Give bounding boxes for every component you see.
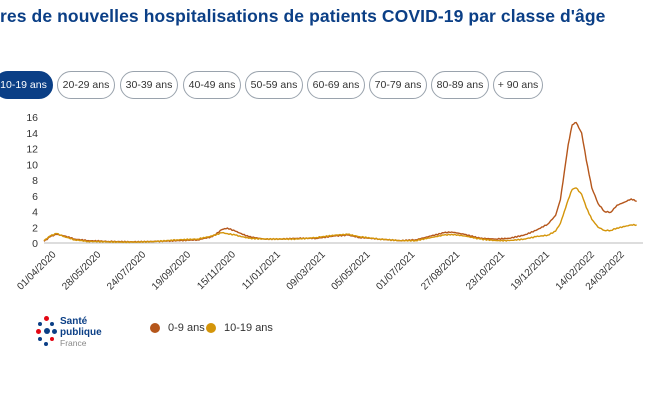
legend-item-0-9-ans[interactable]: 0-9 ans: [150, 322, 205, 334]
y-tick-label: 6: [32, 191, 38, 203]
y-tick-label: 2: [32, 222, 38, 234]
x-tick-label: 11/01/2021: [240, 249, 283, 292]
x-axis: 01/04/2020 28/05/2020 24/07/2020 19/09/2020…: [15, 242, 643, 293]
y-axis: 0 2 4 6 8 10 12 14 16: [26, 112, 38, 250]
legend-label-0-9-ans: 0-9 ans: [168, 322, 205, 334]
legend-item-10-19-ans[interactable]: 10-19 ans: [206, 322, 273, 334]
y-tick-label: 12: [26, 144, 38, 156]
y-tick-label: 0: [32, 238, 38, 250]
x-tick-label: 09/03/2021: [285, 249, 328, 292]
tab-20-29-ans[interactable]: 20-29 ans: [57, 71, 115, 99]
tab-70-79-ans[interactable]: 70-79 ans: [369, 71, 427, 99]
legend-label-10-19-ans: 10-19 ans: [224, 322, 273, 334]
series-line-10-19-ans[interactable]: [43, 187, 637, 244]
x-tick-label: 01/07/2021: [374, 249, 417, 292]
line-chart: 0 2 4 6 8 10 12 14 16 01/04/2020 28/05/2020 24/07/…: [15, 112, 643, 293]
tab-plus-90-ans[interactable]: + 90 ans: [493, 71, 543, 99]
tab-30-39-ans[interactable]: 30-39 ans: [120, 71, 178, 99]
y-tick-label: 8: [32, 175, 38, 187]
logo-text-sante: Santé: [60, 316, 88, 327]
x-tick-label: 27/08/2021: [419, 249, 462, 292]
x-tick-label: 15/11/2020: [195, 249, 238, 292]
x-tick-label: 28/05/2020: [60, 249, 103, 292]
x-tick-label: 19/09/2020: [150, 249, 193, 292]
tab-10-19-ans[interactable]: 10-19 ans: [0, 71, 53, 99]
series-line-0-9-ans[interactable]: [43, 121, 637, 243]
y-tick-label: 4: [32, 207, 38, 219]
y-tick-label: 10: [26, 159, 38, 171]
sante-publique-france-logo: Santé publique France: [36, 314, 126, 350]
logo-dots-icon: [36, 316, 58, 346]
series-layer: [43, 121, 637, 244]
y-tick-label: 14: [26, 128, 38, 140]
tab-40-49-ans[interactable]: 40-49 ans: [183, 71, 241, 99]
x-tick-label: 23/10/2021: [464, 249, 507, 292]
tab-60-69-ans[interactable]: 60-69 ans: [307, 71, 365, 99]
tab-80-89-ans[interactable]: 80-89 ans: [431, 71, 489, 99]
legend-swatch-10-19-ans: [206, 323, 216, 333]
age-group-tabs: 10-19 ans 20-29 ans 30-39 ans 40-49 ans …: [0, 71, 648, 101]
logo-text-france: France: [60, 338, 87, 348]
x-tick-label: 19/12/2021: [509, 249, 552, 292]
x-tick-label: 01/04/2020: [15, 249, 58, 292]
x-tick-label: 05/05/2021: [329, 249, 372, 292]
tab-50-59-ans[interactable]: 50-59 ans: [245, 71, 303, 99]
chart-title: res de nouvelles hospitalisations de pat…: [0, 6, 606, 26]
legend-swatch-0-9-ans: [150, 323, 160, 333]
logo-text-publique: publique: [60, 327, 102, 338]
y-tick-label: 16: [26, 112, 38, 124]
x-tick-label: 24/07/2020: [105, 249, 148, 292]
